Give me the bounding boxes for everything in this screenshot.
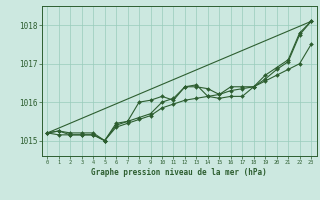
- X-axis label: Graphe pression niveau de la mer (hPa): Graphe pression niveau de la mer (hPa): [91, 168, 267, 177]
